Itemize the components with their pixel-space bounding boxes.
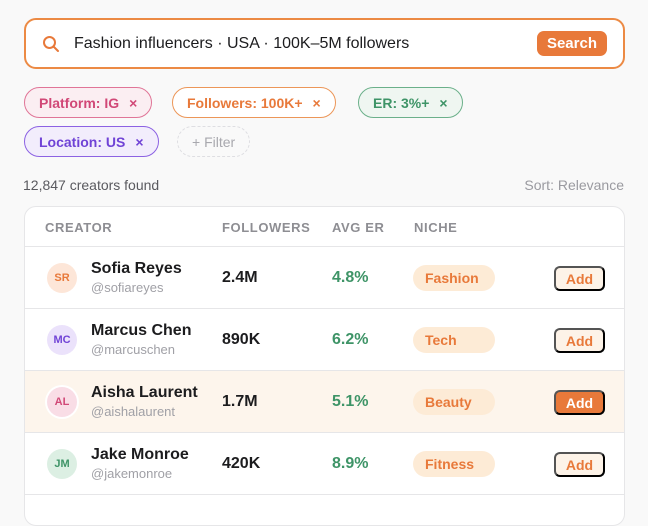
search-icon — [42, 34, 62, 54]
avatar: SR — [47, 263, 77, 293]
creator-handle: @aishalaurent — [91, 404, 176, 419]
close-icon[interactable]: × — [129, 94, 138, 111]
sort-dropdown[interactable]: Sort: Relevance — [524, 177, 624, 193]
add-button[interactable]: Add — [554, 452, 605, 477]
filter-chip-followers[interactable]: Followers: 100K+ × — [172, 87, 336, 118]
header-niche[interactable]: NICHE — [414, 220, 458, 235]
avatar: MC — [47, 325, 77, 355]
table-row[interactable]: JM Jake Monroe @jakemonroe 420K 8.9% Fit… — [25, 433, 624, 495]
filter-chip-location[interactable]: Location: US × — [24, 126, 159, 157]
table-row[interactable]: MC Marcus Chen @marcuschen 890K 6.2% Tec… — [25, 309, 624, 371]
header-avg-er[interactable]: AVG ER — [332, 220, 385, 235]
results-count: 12,847 creators found — [23, 177, 160, 193]
header-followers[interactable]: FOLLOWERS — [222, 220, 311, 235]
creator-name[interactable]: Jake Monroe — [91, 446, 189, 463]
search-button[interactable]: Search — [536, 31, 607, 56]
avatar: JM — [47, 449, 77, 479]
niche-badge: Fashion — [413, 265, 495, 291]
creator-handle: @marcuschen — [91, 342, 176, 357]
er-value: 8.9% — [332, 455, 369, 472]
filter-chip-label: ER: 3%+ — [373, 94, 430, 111]
filter-chip-platform[interactable]: Platform: IG × — [24, 87, 153, 118]
creator-handle: @sofiareyes — [91, 280, 164, 295]
add-button[interactable]: Add — [554, 390, 605, 415]
filter-chip-er[interactable]: ER: 3%+ × — [358, 87, 463, 118]
niche-badge: Beauty — [413, 389, 495, 415]
close-icon[interactable]: × — [312, 94, 321, 111]
filter-chip-label: Platform: IG — [39, 94, 120, 111]
followers-value: 1.7M — [222, 393, 258, 410]
table-row[interactable]: SR Sofia Reyes @sofiareyes 2.4M 4.8% Fas… — [25, 247, 624, 309]
add-filter-button[interactable]: + Filter — [177, 126, 251, 157]
filter-chip-label: Followers: 100K+ — [187, 94, 303, 111]
followers-value: 890K — [222, 331, 261, 348]
table-row[interactable]: AL Aisha Laurent @aishalaurent 1.7M 5.1%… — [25, 371, 624, 433]
er-value: 4.8% — [332, 269, 369, 286]
search-bar[interactable]: Fashion influencers · USA · 100K–5M foll… — [24, 18, 625, 69]
er-value: 6.2% — [332, 331, 369, 348]
creators-table: CREATOR FOLLOWERS AVG ER NICHE SR Sofia … — [24, 206, 625, 526]
creator-handle: @jakemonroe — [91, 466, 173, 481]
close-icon[interactable]: × — [439, 94, 448, 111]
filter-chip-label: Location: US — [39, 133, 126, 150]
creator-name[interactable]: Aisha Laurent — [91, 384, 198, 401]
add-button[interactable]: Add — [554, 266, 605, 291]
followers-value: 2.4M — [222, 269, 258, 286]
header-creator[interactable]: CREATOR — [45, 220, 113, 235]
niche-badge: Fitness — [413, 451, 495, 477]
search-input[interactable]: Fashion influencers · USA · 100K–5M foll… — [74, 34, 410, 52]
creator-name[interactable]: Marcus Chen — [91, 322, 192, 339]
close-icon[interactable]: × — [135, 133, 144, 150]
er-value: 5.1% — [332, 393, 369, 410]
creator-name[interactable]: Sofia Reyes — [91, 260, 182, 277]
followers-value: 420K — [222, 455, 261, 472]
add-button[interactable]: Add — [554, 328, 605, 353]
avatar: AL — [47, 387, 77, 417]
niche-badge: Tech — [413, 327, 495, 353]
table-header: CREATOR FOLLOWERS AVG ER NICHE — [25, 207, 624, 247]
